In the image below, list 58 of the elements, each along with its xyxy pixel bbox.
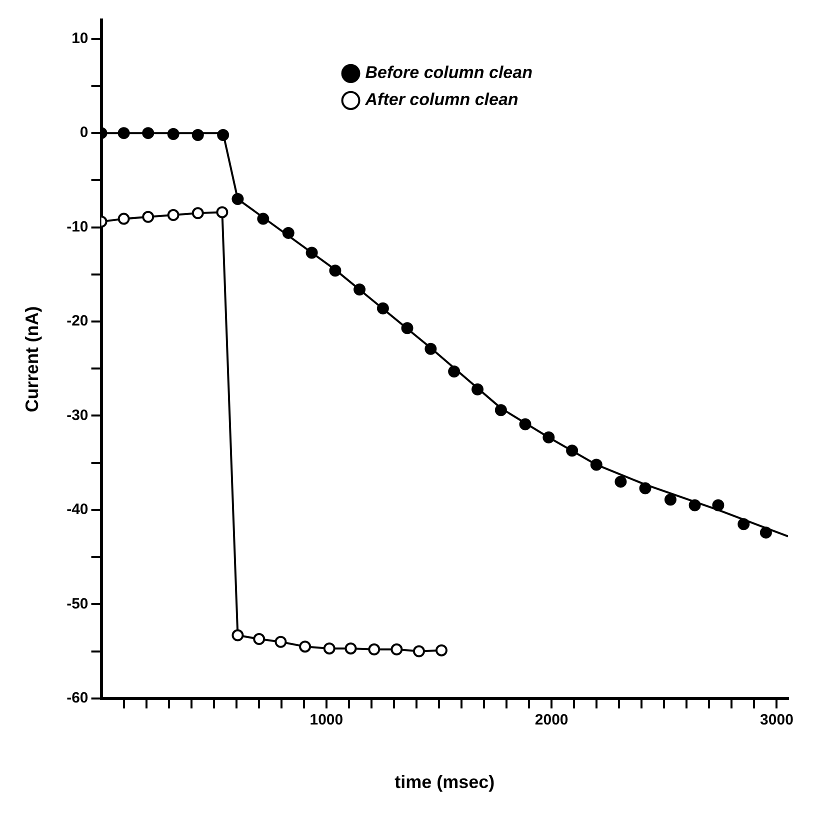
legend-label: After column clean (364, 90, 518, 110)
point (306, 246, 318, 259)
y-tick-label: -10 (66, 218, 88, 236)
y-axis-title: Current (nA) (22, 306, 42, 412)
y-tick-label: 0 (80, 124, 88, 142)
point (614, 476, 627, 488)
point (142, 210, 154, 223)
point (639, 482, 652, 494)
point (688, 499, 701, 512)
point (542, 431, 555, 444)
point (401, 322, 414, 334)
y-tick-label: -20 (66, 312, 88, 330)
point (253, 633, 266, 646)
point (217, 128, 230, 141)
point (118, 127, 130, 140)
point (472, 383, 484, 396)
point (192, 207, 204, 220)
point (329, 264, 342, 277)
y-tick-label: -30 (66, 406, 88, 424)
x-tick-label: 3000 (760, 712, 794, 729)
point (167, 128, 180, 140)
y-tick-label: -40 (66, 501, 88, 518)
point (274, 636, 287, 648)
point (216, 206, 228, 218)
point (494, 404, 507, 416)
point (519, 418, 532, 430)
point (354, 283, 366, 296)
point (344, 642, 357, 654)
point (282, 226, 294, 239)
point (566, 444, 578, 457)
point (167, 209, 180, 222)
x-tick-label: 1000 (310, 712, 344, 729)
point (232, 193, 244, 206)
point (448, 365, 460, 378)
point (376, 302, 389, 314)
y-tick-label: -50 (66, 595, 88, 612)
point (435, 644, 448, 656)
point (712, 499, 724, 512)
point (232, 629, 244, 642)
point (664, 494, 676, 506)
point (590, 458, 602, 471)
point (257, 212, 270, 225)
point (760, 526, 772, 539)
point (738, 518, 750, 530)
point (118, 212, 130, 225)
x-tick-label: 2000 (534, 712, 568, 729)
point (142, 127, 154, 140)
point (424, 342, 437, 355)
y-tick-label: 10 (72, 30, 88, 47)
point (192, 128, 204, 141)
point (390, 643, 403, 656)
point (412, 645, 425, 658)
point (299, 640, 312, 653)
x-axis-title: time (msec) (394, 772, 495, 792)
legend-label: Before column clean (365, 63, 532, 82)
point (323, 642, 336, 654)
point (368, 643, 380, 656)
y-tick-label: -60 (66, 690, 88, 707)
